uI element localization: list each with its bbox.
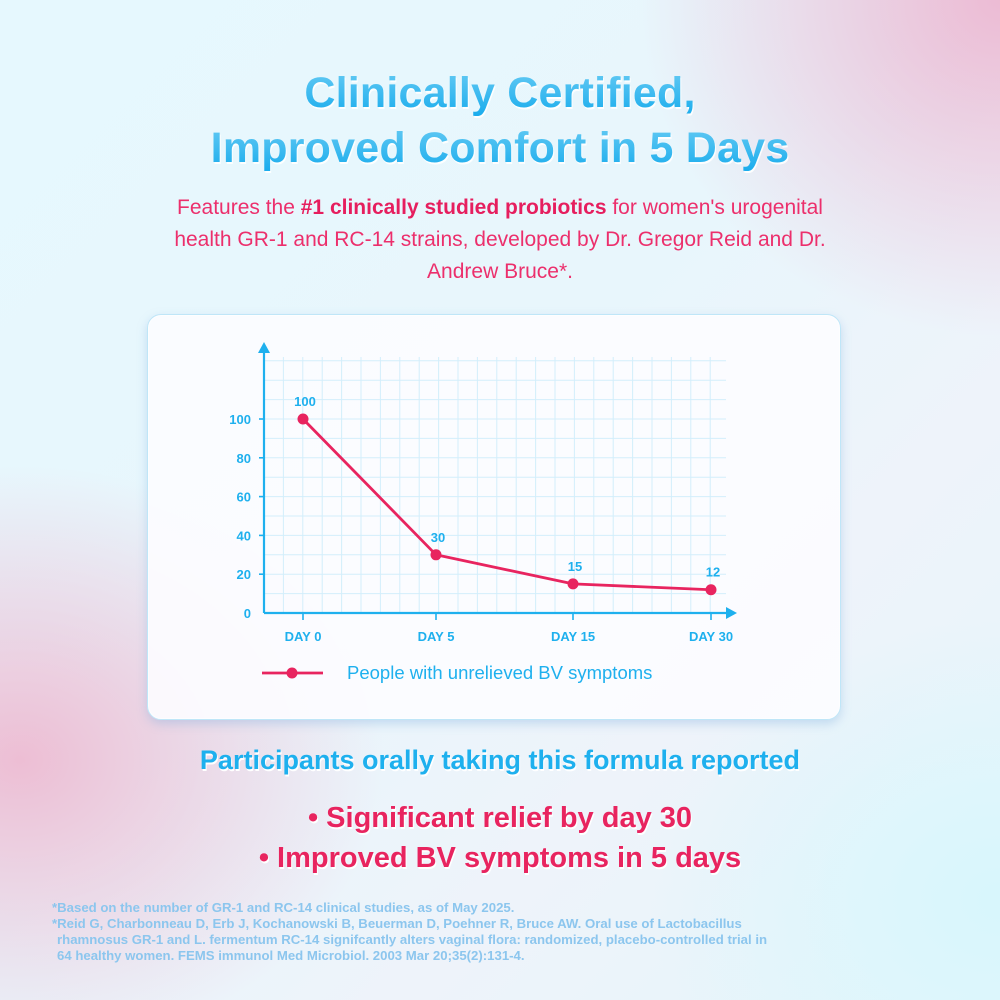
chart-grid	[264, 357, 726, 613]
chart-legend: People with unrelieved BV symptoms	[262, 662, 652, 683]
data-point	[705, 584, 717, 596]
subtitle: Features the #1 clinically studied probi…	[60, 192, 940, 288]
legend-label: People with unrelieved BV symptoms	[347, 662, 652, 683]
chart-axes	[258, 342, 737, 619]
y-axis-ticks: 0 20 40 60 80 100	[229, 412, 264, 621]
result-bullet-2: • Improved BV symptoms in 5 days	[258, 842, 742, 874]
x-axis-arrow-icon	[726, 607, 737, 619]
footnote-2-cont-1: rhamnosus GR-1 and L. fermentum RC-14 si…	[57, 932, 768, 947]
footnote-2-cont-2: 64 healthy women. FEMS immunol Med Micro…	[57, 948, 525, 963]
y-tick-label: 100	[229, 412, 251, 427]
chart-card: 0 20 40 60 80 100 DAY 0 DAY 5 DAY 15 DAY 30 100 3…	[147, 314, 841, 720]
x-tick-label: DAY 30	[689, 629, 733, 644]
y-axis-arrow-icon	[258, 342, 270, 353]
subtitle-prefix: Features the	[177, 196, 301, 219]
data-point	[297, 413, 309, 425]
series-line	[301, 418, 712, 592]
x-tick-label: DAY 0	[285, 629, 322, 644]
results-heading: Participants orally taking this formula …	[199, 745, 801, 775]
legend-marker-icon	[286, 667, 298, 679]
headline-line-2: Improved Comfort in 5 Days	[0, 120, 1000, 176]
data-point	[430, 549, 442, 561]
footnote-1: *Based on the number of GR-1 and RC-14 c…	[52, 900, 515, 915]
headline-line-1: Clinically Certified,	[0, 65, 1000, 121]
footnote-2: *Reid G, Charbonneau D, Erb J, Kochanows…	[52, 916, 742, 931]
subtitle-suffix: for women's urogenital	[606, 196, 823, 219]
subtitle-highlight: #1 clinically studied probiotics	[300, 196, 607, 219]
y-tick-label: 40	[237, 528, 251, 543]
x-axis-ticks: DAY 0 DAY 5 DAY 15 DAY 30	[285, 613, 733, 644]
data-label: 15	[568, 559, 582, 574]
line-chart: 0 20 40 60 80 100 DAY 0 DAY 5 DAY 15 DAY 30 100 3…	[229, 342, 737, 683]
subtitle-line-2: health GR-1 and RC-14 strains, developed…	[174, 228, 826, 251]
y-tick-label: 0	[244, 606, 251, 621]
x-tick-label: DAY 5	[418, 629, 455, 644]
chart-series: 100 30 15 12	[294, 394, 720, 596]
footnotes: *Based on the number of GR-1 and RC-14 c…	[52, 900, 982, 964]
data-label: 12	[706, 565, 720, 580]
data-label: 30	[431, 530, 445, 545]
result-bullet-1: • Significant relief by day 30	[307, 802, 693, 834]
y-tick-label: 80	[237, 451, 251, 466]
subtitle-line-3: Andrew Bruce*.	[427, 260, 573, 283]
data-point	[567, 578, 579, 590]
data-label: 100	[294, 394, 316, 409]
y-tick-label: 60	[237, 490, 251, 505]
y-tick-label: 20	[237, 567, 251, 582]
x-tick-label: DAY 15	[551, 629, 595, 644]
